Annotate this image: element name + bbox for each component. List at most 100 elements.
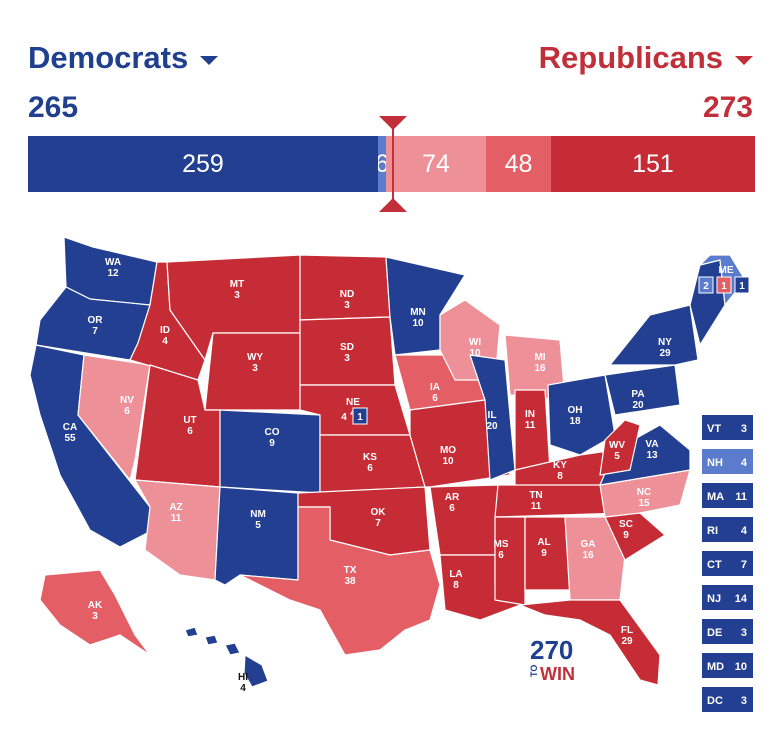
small-state-ma-box[interactable]: [702, 483, 753, 508]
state-label-mn: MN: [410, 307, 426, 318]
state-label-ia: IA: [430, 382, 440, 393]
small-state-vt-box[interactable]: [702, 415, 753, 440]
small-state-votes: 7: [741, 559, 747, 571]
me-atlarge-value: 2: [703, 281, 709, 292]
democrats-label: Democrats: [28, 40, 189, 75]
me-district-1-box[interactable]: [734, 276, 750, 294]
state-votes-wa: 12: [107, 268, 119, 279]
bar-segment-lean-dem: 6: [377, 136, 387, 192]
republicans-dropdown[interactable]: Republicans: [539, 40, 753, 76]
state-hi[interactable]: [184, 626, 269, 688]
state-votes-ky: 8: [557, 471, 563, 482]
state-votes-nm: 5: [255, 520, 261, 531]
state-votes-hi: 4: [240, 683, 246, 694]
state-ms[interactable]: [494, 516, 526, 606]
small-state-votes: 4: [741, 457, 748, 469]
state-ny[interactable]: [609, 304, 699, 366]
small-state-md-box[interactable]: [702, 653, 753, 678]
state-ga[interactable]: [564, 516, 626, 601]
state-votes-nc: 15: [638, 498, 650, 509]
state-label-tx: TX: [344, 565, 357, 576]
state-label-va: VA: [645, 439, 658, 450]
logo-win: WIN: [540, 664, 575, 684]
ne-district-2-box[interactable]: [352, 407, 368, 425]
small-state-label: NJ: [707, 593, 721, 605]
ne-district-2-value: 1: [357, 412, 363, 423]
me-atlarge-box[interactable]: [698, 276, 714, 294]
state-label-ut: UT: [183, 415, 196, 426]
ne-atlarge-value: 4: [341, 412, 347, 423]
threshold-marker-bottom: [378, 198, 407, 212]
state-label-ms: MS: [494, 539, 509, 550]
state-label-hi: HI: [238, 672, 248, 683]
state-pa[interactable]: [604, 364, 681, 416]
state-votes-al: 9: [541, 548, 547, 559]
state-votes-ks: 6: [367, 463, 373, 474]
rep-total: 273: [702, 91, 753, 124]
state-co[interactable]: [219, 409, 321, 494]
state-votes-co: 9: [269, 438, 275, 449]
small-state-votes: 11: [735, 491, 747, 503]
state-label-nc: NC: [637, 487, 651, 498]
small-state-nh-box[interactable]: [702, 449, 753, 474]
small-state-label: NH: [707, 457, 723, 469]
state-votes-mo: 10: [442, 456, 454, 467]
state-votes-ny: 29: [659, 348, 671, 359]
small-state-votes: 14: [735, 593, 748, 605]
state-az[interactable]: [134, 479, 221, 581]
state-label-wy: WY: [247, 352, 263, 363]
state-votes-il: 20: [486, 421, 498, 432]
small-state-label: CT: [707, 559, 722, 571]
democrats-dropdown[interactable]: Democrats: [28, 40, 219, 76]
state-votes-mt: 3: [234, 290, 240, 301]
state-label-sd: SD: [340, 342, 354, 353]
threshold-line: [391, 128, 394, 200]
state-label-la: LA: [449, 569, 462, 580]
state-label-oh: OH: [568, 405, 583, 416]
state-fl[interactable]: [519, 599, 661, 686]
small-state-label: DE: [707, 627, 722, 639]
state-label-al: AL: [537, 537, 550, 548]
small-state-votes: 3: [741, 627, 747, 639]
small-state-ct-box[interactable]: [702, 551, 753, 576]
state-nm[interactable]: [214, 486, 299, 586]
state-votes-wi: 10: [469, 348, 481, 359]
state-votes-va: 13: [646, 450, 658, 461]
me-district-2-box[interactable]: [716, 276, 732, 294]
small-state-nj-box[interactable]: [702, 585, 753, 610]
state-nv[interactable]: [77, 354, 151, 481]
bar-segment-likely-rep: 48: [486, 136, 551, 192]
state-wv[interactable]: [599, 419, 641, 476]
state-label-mo: MO: [440, 445, 456, 456]
270towin-logo: 270 TO WIN: [529, 635, 575, 684]
state-ar[interactable]: [429, 484, 499, 556]
state-tx[interactable]: [239, 506, 441, 656]
state-label-ks: KS: [363, 452, 377, 463]
small-state-votes: 3: [741, 695, 747, 707]
state-al[interactable]: [524, 516, 571, 591]
state-ak[interactable]: [39, 569, 151, 656]
state-label-ky: KY: [553, 460, 567, 471]
state-votes-or: 7: [92, 326, 98, 337]
state-label-wi: WI: [469, 337, 481, 348]
state-votes-sd: 3: [344, 353, 350, 364]
small-state-votes: 3: [741, 423, 747, 435]
state-il[interactable]: [469, 354, 516, 481]
state-label-az: AZ: [169, 502, 182, 513]
state-oh[interactable]: [547, 374, 616, 456]
state-votes-oh: 18: [569, 416, 581, 427]
electoral-vote-bar: 259 6 74 48 151: [28, 136, 755, 192]
state-votes-ar: 6: [449, 503, 455, 514]
small-state-dc-box[interactable]: [702, 687, 753, 712]
state-votes-az: 11: [171, 513, 182, 524]
state-label-nv: NV: [120, 395, 134, 406]
small-state-label: MA: [707, 491, 724, 503]
state-label-ga: GA: [581, 539, 596, 550]
state-in[interactable]: [514, 389, 551, 474]
state-votes-in: 11: [525, 420, 536, 431]
small-state-ri-box[interactable]: [702, 517, 753, 542]
me-district-2-value: 1: [721, 281, 727, 292]
state-label-in: IN: [525, 409, 535, 420]
state-label-or: OR: [88, 315, 104, 326]
small-state-de-box[interactable]: [702, 619, 753, 644]
